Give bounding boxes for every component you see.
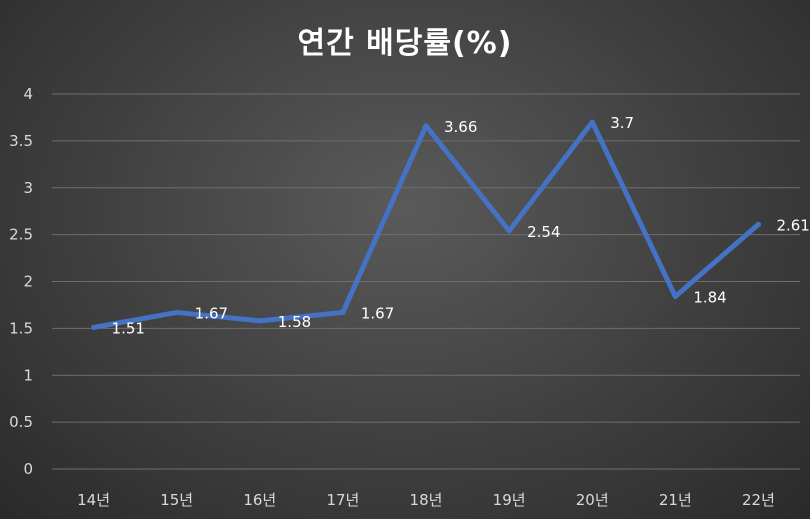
data-point bbox=[91, 324, 97, 330]
data-point bbox=[340, 309, 346, 315]
data-point bbox=[423, 123, 429, 129]
y-tick-label: 0 bbox=[23, 460, 33, 478]
data-point bbox=[506, 228, 512, 234]
data-point bbox=[672, 294, 678, 299]
y-tick-label: 2.5 bbox=[9, 226, 33, 244]
data-label: 1.58 bbox=[278, 313, 311, 331]
data-label: 2.61 bbox=[776, 216, 809, 234]
y-tick-label: 4 bbox=[23, 85, 33, 103]
data-label: 3.66 bbox=[444, 118, 477, 136]
data-point bbox=[589, 119, 595, 125]
x-tick-label: 19년 bbox=[493, 491, 526, 509]
x-tick-label: 14년 bbox=[77, 491, 110, 509]
y-tick-label: 3.5 bbox=[9, 132, 33, 150]
x-tick-label: 17년 bbox=[326, 491, 359, 509]
data-label: 1.84 bbox=[693, 289, 726, 307]
y-tick-label: 0.5 bbox=[9, 413, 33, 431]
x-tick-label: 20년 bbox=[576, 491, 609, 509]
data-point bbox=[755, 221, 761, 227]
data-label: 1.51 bbox=[112, 319, 145, 337]
y-tick-label: 3 bbox=[23, 179, 33, 197]
data-label: 1.67 bbox=[361, 304, 394, 322]
x-tick-label: 22년 bbox=[742, 491, 775, 509]
y-tick-label: 1 bbox=[23, 366, 33, 384]
series-line bbox=[91, 119, 761, 330]
data-point bbox=[174, 309, 180, 315]
y-tick-label: 2 bbox=[23, 273, 33, 291]
data-point bbox=[257, 318, 263, 324]
x-tick-label: 21년 bbox=[659, 491, 692, 509]
x-tick-label: 15년 bbox=[160, 491, 193, 509]
data-label: 2.54 bbox=[527, 223, 560, 241]
data-label: 1.67 bbox=[195, 304, 228, 322]
x-tick-label: 18년 bbox=[410, 491, 443, 509]
chart-title: 연간 배당률(%) bbox=[297, 26, 513, 61]
x-tick-label: 16년 bbox=[243, 491, 276, 509]
data-label: 3.7 bbox=[610, 114, 634, 132]
y-tick-label: 1.5 bbox=[9, 319, 33, 337]
